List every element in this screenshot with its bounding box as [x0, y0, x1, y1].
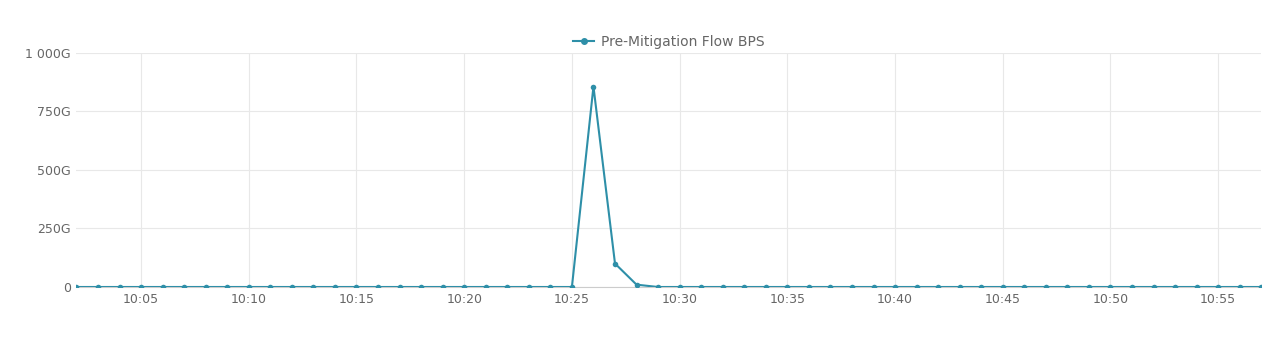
Legend: Pre-Mitigation Flow BPS: Pre-Mitigation Flow BPS: [568, 29, 769, 54]
